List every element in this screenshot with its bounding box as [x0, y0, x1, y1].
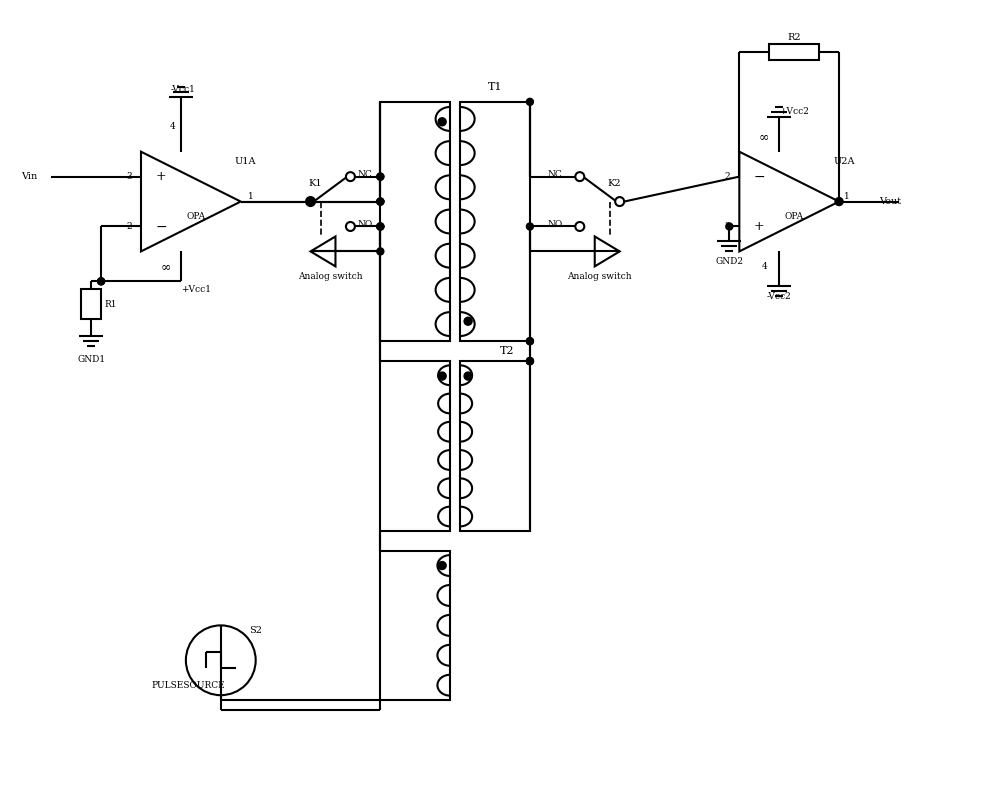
Text: U2A: U2A [833, 157, 855, 166]
Text: -Vcc1: -Vcc1 [170, 85, 195, 95]
Text: R2: R2 [787, 33, 801, 42]
Text: Vin: Vin [21, 172, 38, 181]
Text: S2: S2 [249, 626, 262, 635]
Circle shape [377, 198, 384, 205]
Circle shape [307, 198, 314, 205]
Text: Vout: Vout [879, 197, 901, 206]
Text: ∞: ∞ [161, 260, 171, 273]
Text: NO: NO [358, 220, 373, 229]
Text: 4: 4 [761, 262, 767, 271]
Text: 4: 4 [170, 122, 176, 132]
Text: +: + [754, 220, 765, 233]
Text: OPA: OPA [186, 212, 205, 221]
Circle shape [377, 223, 384, 230]
Circle shape [438, 372, 446, 380]
Circle shape [438, 118, 446, 126]
Text: +Vcc1: +Vcc1 [181, 285, 211, 294]
Text: R1: R1 [105, 300, 117, 309]
Circle shape [377, 223, 384, 230]
Circle shape [464, 318, 472, 326]
Bar [460, 361, 530, 531]
Circle shape [526, 99, 533, 105]
Text: K2: K2 [608, 179, 621, 188]
Circle shape [377, 198, 384, 205]
Text: OPA: OPA [785, 212, 804, 221]
Circle shape [377, 248, 384, 255]
Text: ∞: ∞ [759, 130, 769, 144]
Circle shape [835, 197, 843, 205]
Text: Analog switch: Analog switch [298, 272, 363, 281]
Text: NO: NO [547, 220, 562, 229]
Circle shape [307, 198, 314, 205]
Circle shape [726, 223, 733, 230]
Bar [769, 44, 819, 60]
Circle shape [377, 173, 384, 180]
Bar [380, 361, 450, 531]
Text: -Vcc2: -Vcc2 [767, 292, 792, 301]
Text: K1: K1 [309, 179, 322, 188]
Bar [380, 551, 450, 700]
Circle shape [526, 358, 533, 365]
Text: NC: NC [358, 170, 373, 179]
Text: NC: NC [547, 170, 562, 179]
Text: Analog switch: Analog switch [567, 272, 632, 281]
Circle shape [526, 338, 533, 345]
Circle shape [98, 277, 105, 285]
Circle shape [526, 358, 533, 365]
Text: −: − [753, 170, 765, 184]
Circle shape [98, 277, 105, 285]
Text: T2: T2 [500, 346, 514, 356]
Text: GND1: GND1 [77, 354, 105, 363]
Text: GND2: GND2 [715, 257, 743, 266]
Bar [81, 290, 101, 319]
Bar [460, 102, 530, 341]
Text: PULSESOURCE: PULSESOURCE [151, 681, 225, 690]
Circle shape [464, 372, 472, 380]
Text: T1: T1 [488, 82, 502, 92]
Circle shape [526, 338, 533, 345]
Text: 1: 1 [844, 192, 850, 201]
Bar [380, 102, 450, 341]
Text: 1: 1 [248, 192, 254, 201]
Text: 2: 2 [126, 222, 132, 231]
Text: 2: 2 [725, 172, 730, 181]
Text: U1A: U1A [235, 157, 256, 166]
Text: +Vcc2: +Vcc2 [779, 107, 809, 116]
Circle shape [438, 561, 446, 569]
Circle shape [377, 223, 384, 230]
Circle shape [526, 358, 533, 365]
Text: 3: 3 [126, 172, 132, 181]
Circle shape [377, 173, 384, 180]
Circle shape [526, 223, 533, 230]
Circle shape [377, 198, 384, 205]
Text: +: + [156, 170, 166, 183]
Text: 3: 3 [725, 222, 730, 231]
Text: −: − [155, 220, 167, 233]
